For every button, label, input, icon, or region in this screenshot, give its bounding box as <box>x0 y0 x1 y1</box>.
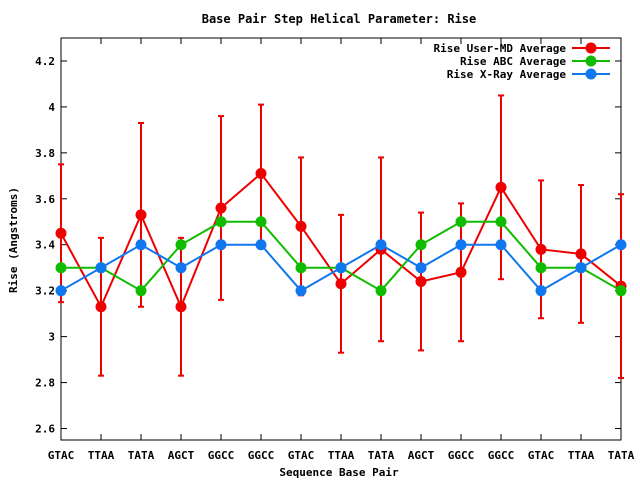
x-tick-label: TATA <box>128 449 155 462</box>
data-point <box>215 216 227 228</box>
y-tick-label: 3 <box>48 331 55 344</box>
y-tick-label: 2.8 <box>35 377 55 390</box>
data-point <box>95 301 107 313</box>
data-point <box>455 216 467 228</box>
y-tick-label: 3.4 <box>35 239 55 252</box>
data-point <box>575 248 587 260</box>
legend-marker <box>585 68 597 80</box>
legend-marker <box>585 55 597 67</box>
series-1 <box>55 94 627 379</box>
series-3 <box>55 239 627 297</box>
data-point <box>415 275 427 287</box>
y-tick-label: 3.6 <box>35 193 55 206</box>
y-tick-label: 4.2 <box>35 55 55 68</box>
data-point <box>415 239 427 251</box>
x-tick-label: AGCT <box>408 449 435 462</box>
data-point <box>535 262 547 274</box>
data-point <box>135 239 147 251</box>
data-point <box>55 262 67 274</box>
x-tick-label: GGCC <box>248 449 275 462</box>
data-point <box>55 227 67 239</box>
data-point <box>295 262 307 274</box>
data-point <box>615 285 627 297</box>
data-point <box>575 262 587 274</box>
data-point <box>615 239 627 251</box>
data-point <box>375 239 387 251</box>
data-point <box>535 285 547 297</box>
y-tick-label: 2.6 <box>35 423 55 436</box>
data-point <box>495 216 507 228</box>
chart-title: Base Pair Step Helical Parameter: Rise <box>202 12 477 26</box>
legend-marker <box>585 42 597 54</box>
data-point <box>415 262 427 274</box>
data-point <box>215 239 227 251</box>
data-point <box>455 266 467 278</box>
data-point <box>255 168 267 180</box>
data-point <box>175 262 187 274</box>
data-point <box>495 239 507 251</box>
data-point <box>135 209 147 221</box>
data-point <box>295 285 307 297</box>
data-point <box>55 285 67 297</box>
data-point <box>175 301 187 313</box>
x-tick-label: TATA <box>368 449 395 462</box>
data-point <box>95 262 107 274</box>
x-tick-label: TTAA <box>568 449 595 462</box>
x-axis-label: Sequence Base Pair <box>279 466 399 479</box>
series-layer <box>55 94 627 379</box>
legend-label: Rise ABC Average <box>460 55 566 68</box>
x-axis-ticks: GTAC TTAA TATA AGCT GGCC GGCC GTAC TTAA TATA AGCT… <box>48 38 635 462</box>
data-point <box>495 181 507 193</box>
data-point <box>335 262 347 274</box>
legend-label: Rise User-MD Average <box>434 42 567 55</box>
data-point <box>375 285 387 297</box>
data-point <box>455 239 467 251</box>
x-tick-label: GGCC <box>208 449 235 462</box>
x-tick-label: GGCC <box>488 449 515 462</box>
y-axis-label: Rise (Angstroms) <box>7 187 20 293</box>
legend-label: Rise X-Ray Average <box>447 68 567 81</box>
y-tick-label: 3.8 <box>35 147 55 160</box>
data-point <box>535 243 547 255</box>
data-point <box>215 202 227 214</box>
x-tick-label: GTAC <box>528 449 555 462</box>
data-point <box>255 239 267 251</box>
x-tick-label: AGCT <box>168 449 195 462</box>
data-point <box>135 285 147 297</box>
x-tick-label: TATA <box>608 449 635 462</box>
x-tick-label: GGCC <box>448 449 475 462</box>
data-point <box>295 220 307 232</box>
data-point <box>255 216 267 228</box>
data-point <box>335 278 347 290</box>
y-tick-label: 3.2 <box>35 285 55 298</box>
x-tick-label: GTAC <box>48 449 75 462</box>
y-tick-label: 4 <box>48 101 55 114</box>
x-tick-label: TTAA <box>88 449 115 462</box>
x-tick-label: GTAC <box>288 449 315 462</box>
data-point <box>175 239 187 251</box>
x-tick-label: TTAA <box>328 449 355 462</box>
y-axis-ticks: 2.6 2.8 3 3.2 3.4 3.6 3.8 4 4.2 <box>35 55 621 436</box>
